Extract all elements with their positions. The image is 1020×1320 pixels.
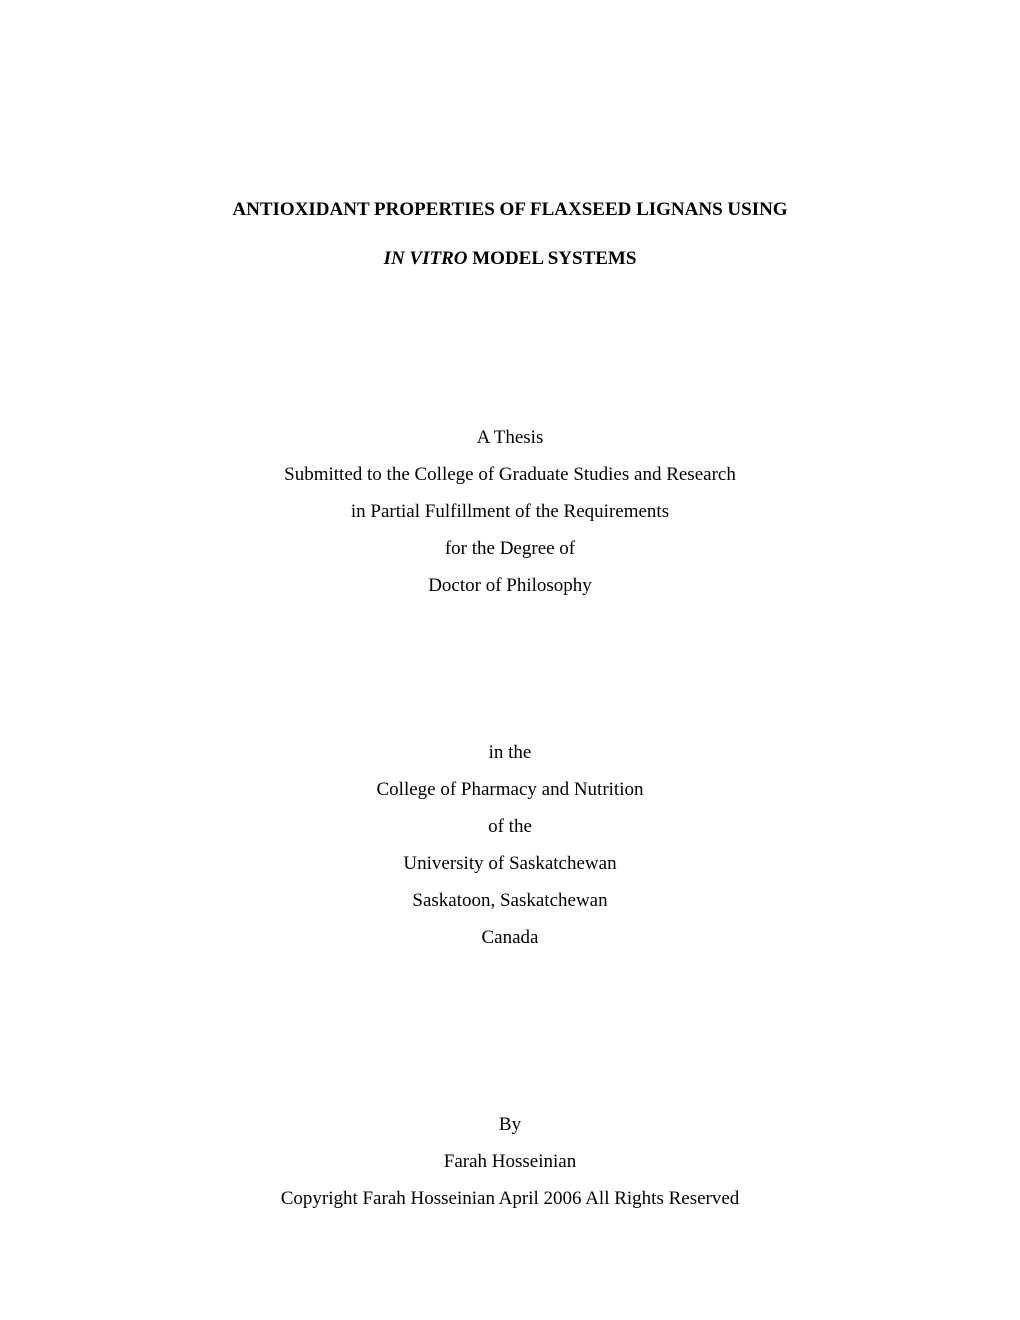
title-rest-part: MODEL SYSTEMS — [468, 248, 637, 269]
thesis-title: ANTIOXIDANT PROPERTIES OF FLAXSEED LIGNA… — [150, 185, 870, 284]
institution-line: in the — [150, 734, 870, 771]
submission-line: A Thesis — [150, 419, 870, 456]
institution-line: Saskatoon, Saskatchewan — [150, 882, 870, 919]
title-line-1: ANTIOXIDANT PROPERTIES OF FLAXSEED LIGNA… — [150, 185, 870, 234]
byline: By — [150, 1106, 870, 1143]
submission-line: for the Degree of — [150, 530, 870, 567]
title-line-2: IN VITRO MODEL SYSTEMS — [150, 234, 870, 283]
thesis-title-page: ANTIOXIDANT PROPERTIES OF FLAXSEED LIGNA… — [0, 0, 1020, 1320]
author-name: Farah Hosseinian — [150, 1143, 870, 1180]
submission-line: Submitted to the College of Graduate Stu… — [150, 456, 870, 493]
institution-line: College of Pharmacy and Nutrition — [150, 771, 870, 808]
title-italic-part: IN VITRO — [384, 248, 468, 269]
institution-line: University of Saskatchewan — [150, 845, 870, 882]
submission-line: in Partial Fulfillment of the Requiremen… — [150, 493, 870, 530]
submission-block: A Thesis Submitted to the College of Gra… — [150, 419, 870, 604]
institution-line: of the — [150, 808, 870, 845]
institution-line: Canada — [150, 919, 870, 956]
author-block: By Farah Hosseinian Copyright Farah Hoss… — [150, 1106, 870, 1217]
institution-block: in the College of Pharmacy and Nutrition… — [150, 734, 870, 956]
submission-line: Doctor of Philosophy — [150, 567, 870, 604]
copyright-line: Copyright Farah Hosseinian April 2006 Al… — [150, 1180, 870, 1217]
